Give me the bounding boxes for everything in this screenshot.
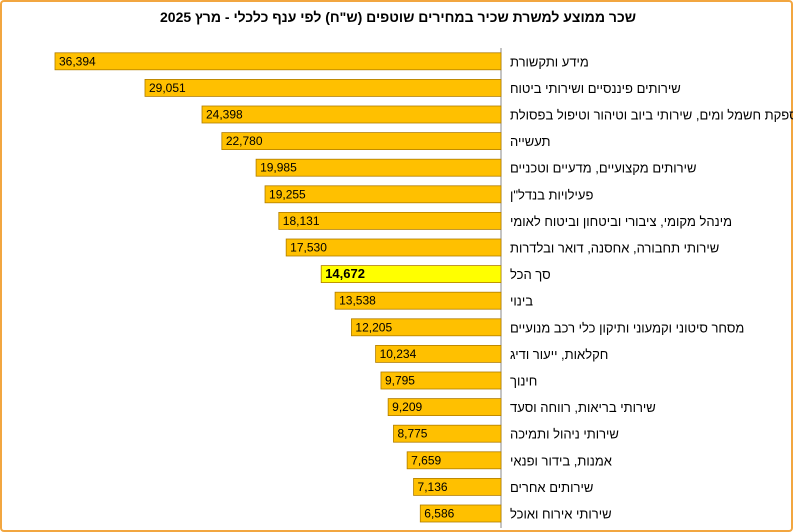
category-label: שירותים אחרים (510, 480, 593, 495)
bar (285, 238, 502, 257)
category-label: חקלאות, ייעור ודיג (510, 347, 608, 362)
data-label: 18,131 (283, 214, 320, 228)
data-label: 7,659 (411, 453, 441, 467)
category-label: שירותי בריאות, רווחה וסעד (510, 400, 656, 415)
category-label: שירותי אירוח ואוכל (510, 507, 612, 522)
chart-title: שכר ממוצע למשרת שכיר במחירים שוטפים (ש"ח… (160, 9, 636, 25)
bar (380, 371, 502, 390)
bar (393, 424, 502, 443)
category-label: חינוך (510, 374, 537, 389)
bar (264, 185, 502, 204)
bar (144, 79, 502, 97)
category-label: אספקת חשמל ומים, שירותי ביוב וטיהור וטיפ… (510, 108, 793, 123)
bar (334, 291, 502, 310)
data-label: 29,051 (149, 81, 186, 95)
bar (375, 344, 502, 363)
category-labels-group: מידע ותקשורת שירותים פיננסיים ושירותי ביט… (510, 54, 793, 521)
category-label: תעשייה (510, 134, 551, 149)
data-label: 9,209 (392, 400, 422, 414)
category-label: בינוי (510, 294, 533, 309)
bar (54, 52, 502, 71)
data-label: 19,985 (260, 161, 297, 175)
category-label: מסחר סיטוני וקמעוני ותיקון כלי רכב מנועי… (510, 320, 744, 335)
bars-group (54, 52, 502, 523)
bar (255, 158, 502, 177)
bar (406, 451, 502, 470)
value-labels-group: 36,394 29,051 24,398 22,780 19,985 19,255 18,1… (59, 54, 455, 520)
bar (221, 132, 502, 151)
data-label: 10,234 (380, 347, 417, 361)
data-label: 9,795 (385, 374, 415, 388)
data-label: 12,205 (355, 320, 392, 334)
data-label: 7,136 (418, 480, 448, 494)
category-label: שירותי תחבורה, אחסנה, דואר ובלדרות (510, 241, 719, 256)
category-label: אמנות, בידור ופנאי (510, 453, 612, 468)
data-label: 6,586 (424, 507, 454, 521)
bar (419, 504, 502, 523)
bar (201, 105, 502, 124)
category-label: מידע ותקשורת (510, 54, 589, 69)
bar (413, 477, 502, 496)
data-label: 8,775 (397, 427, 427, 441)
category-label: שירותי ניהול ותמיכה (510, 427, 619, 442)
category-label: פעילויות בנדל"ן (510, 187, 593, 202)
data-label: 19,255 (269, 187, 306, 201)
data-label: 17,530 (290, 241, 327, 255)
category-label: סך הכל (510, 267, 551, 282)
bar (351, 318, 502, 337)
bar (387, 398, 502, 417)
category-label: שירותים פיננסיים ושירותי ביטוח (510, 81, 681, 96)
data-label: 24,398 (206, 108, 243, 122)
data-label: 14,672 (325, 266, 365, 281)
data-label: 22,780 (226, 134, 263, 148)
data-label: 13,538 (339, 294, 376, 308)
category-label: מינהל מקומי, ציבורי וביטחון וביטוח לאומי (510, 214, 732, 229)
data-label: 36,394 (59, 54, 96, 68)
category-label: שירותים מקצועיים, מדעיים וטכניים (510, 161, 696, 176)
bar (320, 265, 502, 284)
bar (278, 211, 502, 230)
